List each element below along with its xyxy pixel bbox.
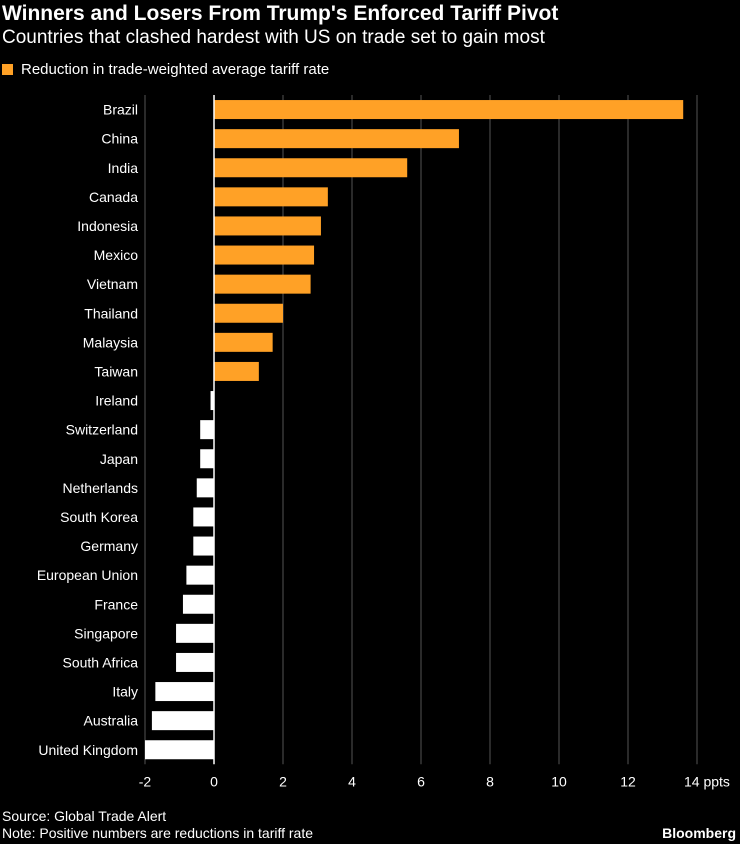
- category-label: South Africa: [63, 654, 139, 670]
- bar-mexico: [214, 245, 315, 265]
- bar-singapore: [176, 623, 214, 643]
- category-label: Malaysia: [83, 334, 138, 350]
- category-label: Italy: [112, 684, 138, 700]
- bar-france: [182, 594, 214, 614]
- x-tick-label: -2: [139, 773, 152, 789]
- x-tick-label: 4: [348, 773, 356, 789]
- category-label: China: [101, 131, 138, 147]
- bar-brazil: [214, 100, 684, 120]
- category-label: Indonesia: [77, 218, 138, 234]
- category-label: Germany: [80, 538, 138, 554]
- x-tick-label: 8: [486, 773, 494, 789]
- x-tick-label: 12: [620, 773, 636, 789]
- category-label: United Kingdom: [38, 742, 138, 758]
- category-label: Ireland: [95, 393, 138, 409]
- bar-germany: [193, 536, 214, 556]
- bar-south-korea: [193, 507, 214, 527]
- category-label: European Union: [37, 567, 138, 583]
- bar-india: [214, 158, 408, 178]
- category-label: Japan: [100, 451, 138, 467]
- chart-title: Winners and Losers From Trump's Enforced…: [2, 2, 559, 25]
- x-tick-label: 2: [279, 773, 287, 789]
- bar-canada: [214, 187, 328, 207]
- category-label: Mexico: [94, 247, 139, 263]
- category-label: South Korea: [60, 509, 138, 525]
- source-note: Source: Global Trade Alert: [2, 808, 167, 824]
- bar-china: [214, 129, 459, 149]
- chart-subtitle: Countries that clashed hardest with US o…: [2, 27, 545, 48]
- category-label: Australia: [84, 713, 139, 729]
- category-label: Brazil: [103, 102, 138, 118]
- bar-vietnam: [214, 274, 311, 294]
- bar-australia: [151, 711, 214, 731]
- category-label: Taiwan: [94, 363, 138, 379]
- bar-indonesia: [214, 216, 321, 236]
- brand-logo: Bloomberg: [662, 825, 736, 841]
- bar-south-africa: [176, 652, 214, 672]
- x-tick-label: 10: [551, 773, 567, 789]
- footnote: Note: Positive numbers are reductions in…: [2, 825, 314, 841]
- category-label: Switzerland: [66, 422, 138, 438]
- legend-swatch: [2, 64, 13, 75]
- bar-european-union: [186, 565, 214, 585]
- bar-netherlands: [196, 478, 214, 498]
- bar-switzerland: [200, 420, 214, 440]
- category-label: Vietnam: [87, 276, 138, 292]
- bar-chart: Brazil China India Canada Indonesia Mexico Vie…: [37, 95, 730, 789]
- category-label: Canada: [89, 189, 138, 205]
- category-label: Netherlands: [63, 480, 139, 496]
- category-label: Thailand: [84, 305, 138, 321]
- legend-label: Reduction in trade-weighted average tari…: [21, 61, 330, 78]
- category-label: France: [94, 596, 138, 612]
- bar-united-kingdom: [145, 740, 214, 760]
- bar-malaysia: [214, 332, 273, 352]
- x-tick-label: 0: [210, 773, 218, 789]
- bar-japan: [200, 449, 214, 469]
- bar-ireland: [210, 391, 214, 411]
- x-tick-label: 14 ppts: [684, 773, 730, 789]
- x-tick-label: 6: [417, 773, 425, 789]
- bar-thailand: [214, 303, 283, 323]
- chart-legend: Reduction in trade-weighted average tari…: [2, 61, 329, 78]
- bar-italy: [155, 682, 214, 702]
- bar-taiwan: [214, 361, 259, 381]
- category-label: India: [108, 160, 139, 176]
- category-label: Singapore: [74, 625, 138, 641]
